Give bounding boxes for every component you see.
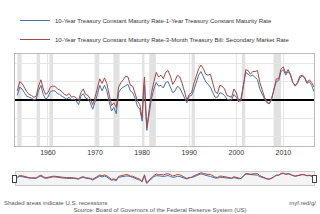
html-text:Source: Board of Governors of: Source: Board of Governors of the Federa… (73, 207, 247, 213)
svg-text:1980: 1980 (134, 149, 150, 156)
html-text:myf.red/g/: myf.red/g/ (289, 200, 316, 206)
html-text:Shaded areas indicate U.S. rec: Shaded areas indicate U.S. recessions (4, 200, 108, 206)
svg-text:2000: 2000 (229, 149, 245, 156)
svg-text:2010: 2010 (276, 149, 292, 156)
svg-text:10-Year Treasury Constant Matu: 10-Year Treasury Constant Maturity Rate-… (55, 18, 272, 24)
svg-text:1990: 1990 (181, 149, 197, 156)
svg-text:1960: 1960 (40, 149, 56, 156)
svg-text:1970: 1970 (87, 149, 103, 156)
svg-text:10-Year Treasury Constant Matu: 10-Year Treasury Constant Maturity Rate-… (55, 37, 290, 43)
